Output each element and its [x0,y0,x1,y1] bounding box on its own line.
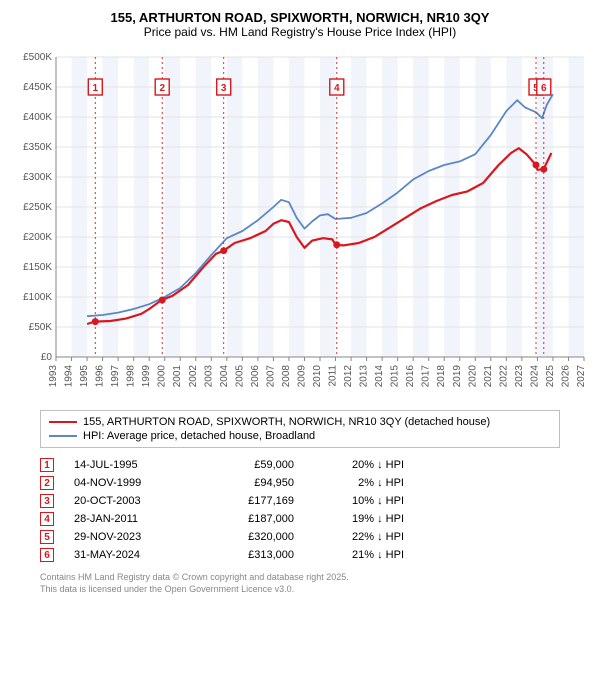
svg-text:1993: 1993 [48,365,59,388]
marker-price: £177,169 [204,495,294,507]
svg-text:2019: 2019 [452,365,463,388]
marker-box: 6 [40,548,54,562]
title-line2: Price paid vs. HM Land Registry's House … [10,25,590,39]
marker-date: 04-NOV-1999 [74,477,184,489]
svg-text:2007: 2007 [265,365,276,388]
marker-hpi: 20% ↓ HPI [314,459,404,471]
legend-label-1: 155, ARTHURTON ROAD, SPIXWORTH, NORWICH,… [83,416,490,428]
marker-hpi: 21% ↓ HPI [314,549,404,561]
legend-row-2: HPI: Average price, detached house, Broa… [49,429,551,443]
legend-label-2: HPI: Average price, detached house, Broa… [83,430,315,442]
svg-text:4: 4 [334,83,340,94]
svg-text:1998: 1998 [126,365,137,388]
disclaimer-line2: This data is licensed under the Open Gov… [40,584,560,596]
marker-row: 2 04-NOV-1999 £94,950 2% ↓ HPI [40,474,560,492]
marker-row: 4 28-JAN-2011 £187,000 19% ↓ HPI [40,510,560,528]
svg-text:£250K: £250K [23,202,52,213]
marker-box: 5 [40,530,54,544]
svg-text:2025: 2025 [545,365,556,388]
marker-box: 4 [40,512,54,526]
svg-text:2016: 2016 [405,365,416,388]
svg-text:2023: 2023 [514,365,525,388]
svg-text:2024: 2024 [529,365,540,388]
svg-text:£50K: £50K [29,322,53,333]
chart: £0 £50K £100K £150K £200K £250K £300K £350K £400… [10,47,590,402]
marker-price: £59,000 [204,459,294,471]
svg-text:£450K: £450K [23,82,52,93]
svg-text:2: 2 [159,83,165,94]
svg-text:£400K: £400K [23,112,52,123]
marker-row: 5 29-NOV-2023 £320,000 22% ↓ HPI [40,528,560,546]
svg-text:2013: 2013 [359,365,370,388]
marker-price: £320,000 [204,531,294,543]
marker-date: 14-JUL-1995 [74,459,184,471]
svg-text:2017: 2017 [421,365,432,388]
svg-text:2022: 2022 [498,365,509,388]
marker-date: 31-MAY-2024 [74,549,184,561]
svg-text:£350K: £350K [23,142,52,153]
marker-date: 28-JAN-2011 [74,513,184,525]
svg-text:2021: 2021 [483,365,494,388]
marker-row: 6 31-MAY-2024 £313,000 21% ↓ HPI [40,546,560,564]
svg-text:£150K: £150K [23,262,52,273]
marker-table: 1 14-JUL-1995 £59,000 20% ↓ HPI 2 04-NOV-1999… [40,456,560,564]
svg-text:2006: 2006 [250,365,261,388]
svg-text:2026: 2026 [560,365,571,388]
marker-box: 3 [40,494,54,508]
legend: 155, ARTHURTON ROAD, SPIXWORTH, NORWICH,… [40,410,560,448]
svg-text:2003: 2003 [203,365,214,388]
svg-text:3: 3 [221,83,227,94]
svg-text:£100K: £100K [23,292,52,303]
svg-text:2014: 2014 [374,365,385,388]
svg-text:£0: £0 [41,352,53,363]
marker-date: 20-OCT-2003 [74,495,184,507]
marker-box: 2 [40,476,54,490]
svg-text:6: 6 [541,83,547,94]
svg-text:2010: 2010 [312,365,323,388]
marker-price: £94,950 [204,477,294,489]
svg-text:1999: 1999 [141,365,152,388]
svg-text:£500K: £500K [23,52,52,63]
marker-box: 1 [40,458,54,472]
legend-swatch-2 [49,435,77,437]
marker-price: £313,000 [204,549,294,561]
marker-hpi: 22% ↓ HPI [314,531,404,543]
marker-hpi: 19% ↓ HPI [314,513,404,525]
legend-swatch-1 [49,421,77,423]
svg-text:2020: 2020 [467,365,478,388]
svg-text:1: 1 [93,83,99,94]
svg-text:2009: 2009 [296,365,307,388]
marker-hpi: 10% ↓ HPI [314,495,404,507]
legend-row-1: 155, ARTHURTON ROAD, SPIXWORTH, NORWICH,… [49,415,551,429]
svg-text:2027: 2027 [576,365,587,388]
svg-text:2001: 2001 [172,365,183,388]
disclaimer-line1: Contains HM Land Registry data © Crown c… [40,572,560,584]
svg-text:£200K: £200K [23,232,52,243]
marker-hpi: 2% ↓ HPI [314,477,404,489]
marker-price: £187,000 [204,513,294,525]
title-line1: 155, ARTHURTON ROAD, SPIXWORTH, NORWICH,… [10,10,590,25]
svg-text:2011: 2011 [328,365,339,387]
svg-text:2018: 2018 [436,365,447,388]
svg-text:2012: 2012 [343,365,354,388]
disclaimer: Contains HM Land Registry data © Crown c… [40,572,560,595]
svg-text:2002: 2002 [188,365,199,388]
svg-text:2015: 2015 [390,365,401,388]
marker-row: 1 14-JUL-1995 £59,000 20% ↓ HPI [40,456,560,474]
svg-text:1997: 1997 [110,365,121,388]
marker-row: 3 20-OCT-2003 £177,169 10% ↓ HPI [40,492,560,510]
svg-text:2008: 2008 [281,365,292,388]
svg-text:1994: 1994 [64,365,75,388]
svg-text:£300K: £300K [23,172,52,183]
svg-text:1995: 1995 [79,365,90,388]
svg-text:1996: 1996 [95,365,106,388]
svg-text:2000: 2000 [157,365,168,388]
svg-text:2005: 2005 [234,365,245,388]
svg-text:2004: 2004 [219,365,230,388]
marker-date: 29-NOV-2023 [74,531,184,543]
